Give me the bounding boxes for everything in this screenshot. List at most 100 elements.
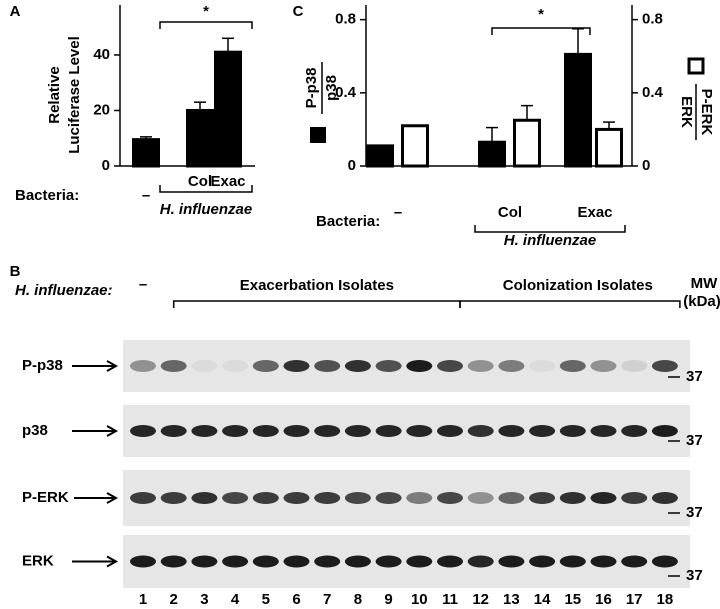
legend-swatch — [687, 57, 705, 75]
band — [467, 492, 494, 504]
row-label: p38 — [22, 422, 48, 439]
band — [621, 555, 648, 568]
mw-marker: 37 — [686, 368, 703, 385]
mw-marker: 37 — [686, 432, 703, 449]
lane-label: 5 — [262, 591, 270, 608]
lane-label: 7 — [323, 591, 331, 608]
band — [529, 492, 556, 504]
band — [130, 492, 156, 504]
band — [130, 360, 156, 372]
bracket — [172, 300, 461, 308]
y-tick-label: 0 — [348, 157, 356, 174]
band — [222, 492, 249, 504]
group-label: Exacerbation Isolates — [240, 277, 394, 294]
bracket — [474, 225, 626, 233]
bracket — [491, 27, 591, 35]
significance: * — [538, 6, 544, 23]
lane-label: 2 — [170, 591, 178, 608]
y-axis-label: Relative — [46, 66, 63, 124]
mw-label: (kDa) — [683, 293, 720, 310]
y-tick-label: 0.8 — [335, 11, 356, 28]
lane-label: 13 — [503, 591, 520, 608]
band — [283, 555, 310, 568]
bar — [478, 140, 506, 168]
bracket — [159, 185, 253, 193]
band — [191, 360, 218, 372]
bar — [564, 52, 592, 168]
lane-label: 4 — [231, 591, 240, 608]
band — [191, 555, 218, 568]
band — [590, 492, 617, 504]
group-label: H. influenzae — [504, 232, 597, 249]
y2-tick-label: 0.8 — [642, 11, 663, 28]
bar — [214, 50, 242, 168]
band — [344, 425, 371, 437]
panel-label: B — [10, 263, 21, 280]
x-tick-label: – — [394, 204, 402, 221]
mw-marker: 37 — [686, 504, 703, 521]
band — [529, 425, 556, 437]
x-tick-label: Col — [498, 204, 522, 221]
band — [252, 555, 279, 568]
lane-label: 8 — [354, 591, 362, 608]
band — [314, 492, 341, 504]
band — [283, 492, 310, 504]
panel-label: A — [10, 3, 21, 20]
band — [406, 360, 433, 372]
band — [314, 425, 341, 437]
band — [498, 425, 525, 437]
band — [406, 555, 433, 568]
bar — [366, 144, 394, 168]
bar — [132, 138, 160, 168]
band — [590, 360, 617, 372]
lane-label: 17 — [626, 591, 643, 608]
band — [252, 492, 279, 504]
band — [498, 555, 525, 568]
row-label: P-p38 — [22, 357, 63, 374]
band — [437, 555, 463, 568]
row-label: ERK — [22, 552, 54, 569]
band — [222, 425, 249, 437]
band — [651, 360, 678, 372]
y-axis-label: Luciferase Level — [66, 36, 83, 154]
band — [498, 360, 525, 372]
mw-marker: 37 — [686, 567, 703, 584]
y2-tick-label: 0 — [642, 157, 650, 174]
legend-label: P-ERK — [698, 89, 715, 136]
y-tick-label: 40 — [93, 46, 110, 63]
bar — [595, 127, 623, 168]
band — [130, 555, 156, 568]
band — [160, 360, 187, 372]
lane-label: 16 — [595, 591, 612, 608]
lane-label: 11 — [442, 591, 458, 608]
x-tick-label: Exac — [577, 204, 612, 221]
band — [283, 425, 310, 437]
lane-label: 6 — [292, 591, 300, 608]
band — [590, 555, 617, 568]
band — [437, 492, 463, 504]
band — [559, 492, 586, 504]
lane-label: 18 — [657, 591, 674, 608]
band — [590, 425, 617, 437]
band — [222, 555, 249, 568]
lane-label: 1 — [139, 591, 147, 608]
band — [130, 425, 156, 437]
band — [283, 360, 310, 372]
legend-label: P-p38 — [303, 68, 320, 109]
bar — [401, 124, 429, 168]
band — [375, 360, 402, 372]
band — [621, 492, 648, 504]
band — [191, 492, 218, 504]
x-tick-label: Exac — [210, 173, 245, 190]
bracket — [459, 300, 681, 308]
significance: * — [203, 3, 209, 20]
band — [559, 555, 586, 568]
band — [559, 425, 586, 437]
bracket — [159, 21, 253, 29]
band — [344, 555, 371, 568]
lane-label: 9 — [384, 591, 392, 608]
x-axis-label: Bacteria: — [15, 187, 79, 204]
band — [498, 492, 525, 504]
band — [252, 360, 279, 372]
mw-label: MW — [691, 275, 718, 292]
